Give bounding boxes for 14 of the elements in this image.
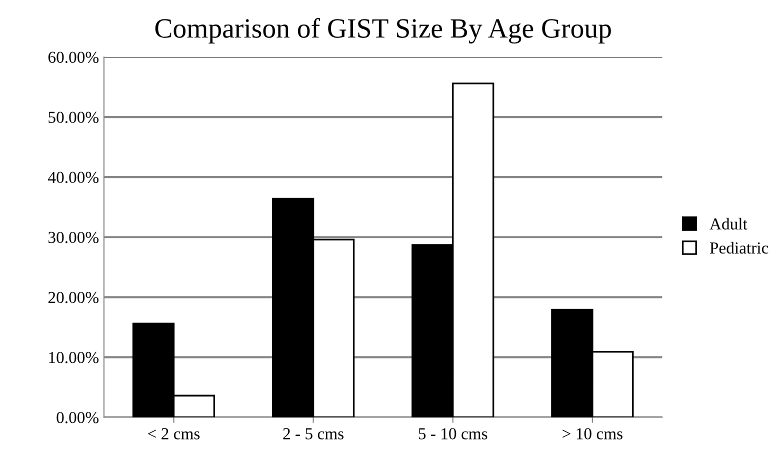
y-tick-label: 30.00%	[48, 232, 99, 244]
y-tick-label: 40.00%	[48, 172, 99, 184]
legend-label: Pediatric	[710, 242, 768, 254]
y-tick-label: 0.00%	[56, 412, 99, 424]
y-tick-label: 50.00%	[48, 112, 99, 124]
x-tick-label: < 2 cms	[148, 428, 200, 440]
x-tick-label: 5 - 10 cms	[418, 428, 488, 440]
x-tick-label: > 10 cms	[562, 428, 622, 440]
x-tick-label: 2 - 5 cms	[283, 428, 344, 440]
y-tick-label: 20.00%	[48, 292, 99, 304]
y-tick-label: 10.00%	[49, 352, 99, 364]
y-tick-label: 60.00%	[48, 52, 99, 64]
chart-title: Comparison of GIST Size By Age Group	[155, 18, 611, 44]
legend-label: Adult	[710, 218, 748, 230]
